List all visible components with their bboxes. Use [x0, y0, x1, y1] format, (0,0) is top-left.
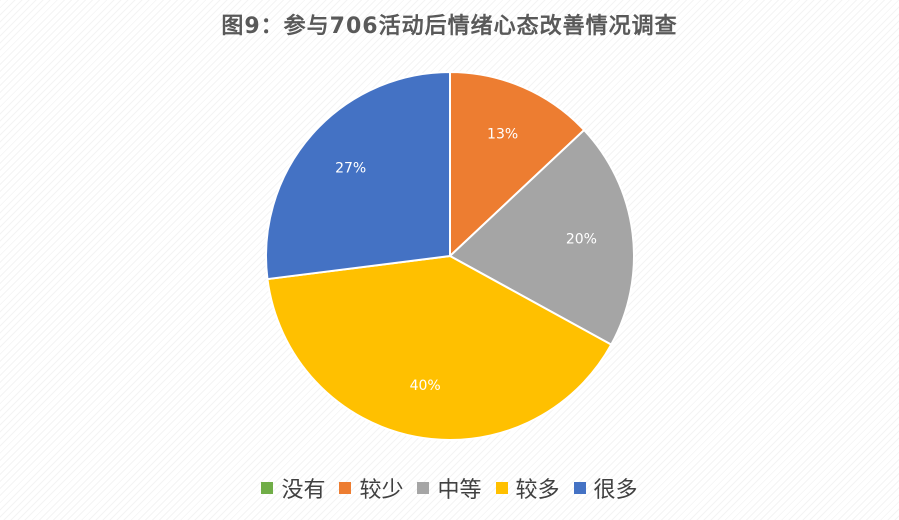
- legend-label-3: 中等: [437, 478, 482, 503]
- legend-label-4: 较多: [515, 478, 560, 503]
- legend-label-2: 较少: [359, 478, 404, 503]
- pie-slice-5: [265, 70, 451, 281]
- legend-swatch-2: [339, 482, 352, 494]
- legend-label-1: 没有: [281, 478, 326, 503]
- legend-item-4: 较多: [495, 472, 560, 504]
- data-label-2: 13%: [487, 126, 518, 142]
- pie-chart: 0%13%20%40%27%: [265, 70, 635, 441]
- legend-swatch-1: [261, 482, 274, 494]
- data-label-5: 27%: [335, 160, 366, 176]
- chart-title: 图9：参与706活动后情绪心态改善情况调查: [221, 14, 678, 39]
- pie-slice-3: [448, 128, 635, 347]
- legend-swatch-5: [573, 482, 586, 494]
- legend-swatch-3: [417, 482, 430, 494]
- legend-item-3: 中等: [417, 472, 482, 504]
- pie-slice-4: [266, 254, 613, 441]
- data-label-3: 20%: [566, 231, 597, 247]
- pie-slice-2: [449, 70, 586, 259]
- legend-item-2: 较少: [339, 472, 403, 504]
- chart-legend: 没有 较少 中等 较多 很多: [0, 472, 899, 504]
- data-label-4: 40%: [410, 378, 441, 394]
- legend-item-5: 很多: [573, 472, 638, 504]
- legend-item-1: 没有: [261, 472, 325, 504]
- legend-swatch-4: [495, 482, 508, 494]
- legend-label-5: 很多: [593, 478, 638, 503]
